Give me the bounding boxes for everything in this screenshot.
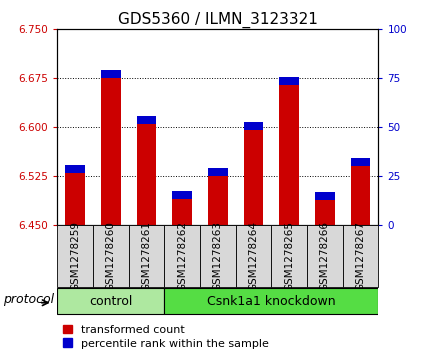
Text: GSM1278260: GSM1278260 <box>106 221 116 291</box>
Bar <box>307 225 343 287</box>
Bar <box>57 225 93 287</box>
Text: control: control <box>89 295 132 308</box>
Text: GSM1278261: GSM1278261 <box>141 221 151 291</box>
Bar <box>172 199 192 225</box>
Text: Csnk1a1 knockdown: Csnk1a1 knockdown <box>207 295 336 308</box>
Bar <box>65 165 85 173</box>
Text: GSM1278264: GSM1278264 <box>249 221 258 291</box>
Bar <box>271 225 307 287</box>
Legend: transformed count, percentile rank within the sample: transformed count, percentile rank withi… <box>63 325 268 348</box>
Bar <box>351 166 370 225</box>
Bar <box>136 124 156 225</box>
Bar <box>208 168 227 176</box>
Bar <box>244 122 263 130</box>
Bar <box>128 225 164 287</box>
Text: GSM1278267: GSM1278267 <box>356 221 366 291</box>
Bar <box>101 70 121 78</box>
Bar <box>164 225 200 287</box>
Title: GDS5360 / ILMN_3123321: GDS5360 / ILMN_3123321 <box>118 12 318 28</box>
Bar <box>172 191 192 199</box>
Text: GSM1278266: GSM1278266 <box>320 221 330 291</box>
Bar <box>315 192 335 200</box>
Text: GSM1278265: GSM1278265 <box>284 221 294 291</box>
Text: protocol: protocol <box>3 293 54 306</box>
Bar <box>279 77 299 85</box>
Bar <box>351 158 370 166</box>
Bar <box>164 288 378 314</box>
Bar <box>65 173 85 225</box>
Bar <box>136 116 156 124</box>
Text: GSM1278259: GSM1278259 <box>70 221 80 291</box>
Text: GSM1278262: GSM1278262 <box>177 221 187 291</box>
Bar <box>101 78 121 225</box>
Bar <box>93 225 128 287</box>
Bar <box>343 225 378 287</box>
Text: GSM1278263: GSM1278263 <box>213 221 223 291</box>
Bar <box>315 200 335 225</box>
Bar <box>200 225 236 287</box>
Bar <box>236 225 271 287</box>
Bar <box>57 288 164 314</box>
Bar <box>208 176 227 225</box>
Bar <box>244 130 263 225</box>
Bar <box>279 85 299 225</box>
